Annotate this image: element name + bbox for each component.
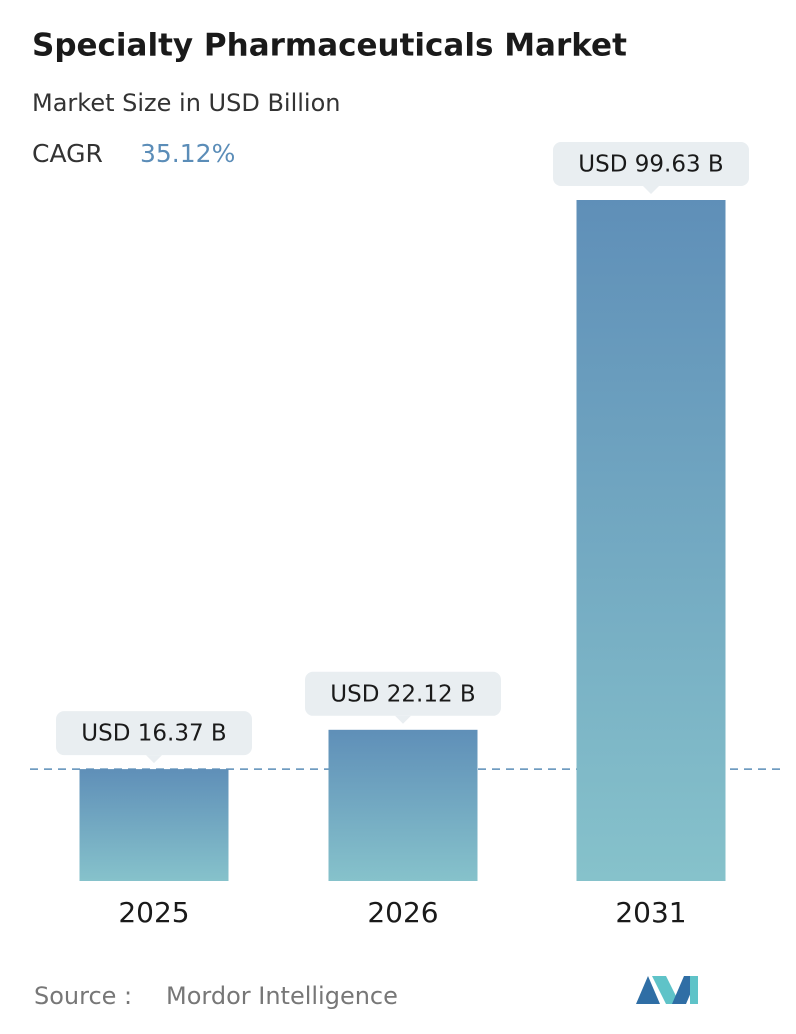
bar [576, 200, 726, 881]
bar [79, 769, 229, 881]
label-pointer [395, 715, 411, 724]
bar [328, 729, 478, 881]
x-tick-label: 2031 [615, 896, 686, 929]
label-box [56, 711, 252, 756]
chart-title: Specialty Pharmaceuticals Market [32, 28, 627, 64]
label-pointer [643, 186, 659, 194]
chart-subtitle: Market Size in USD Billion [32, 89, 340, 117]
cagr-value: 35.12% [140, 139, 235, 168]
label-box [305, 671, 501, 716]
cagr-label: CAGR [32, 139, 103, 168]
label-box [553, 142, 749, 186]
data-label: USD 16.37 B [81, 721, 226, 747]
x-tick-label: 2026 [367, 896, 438, 929]
data-label: USD 99.63 B [578, 152, 723, 178]
label-pointer [146, 755, 162, 764]
source-label: Source : [34, 982, 132, 1010]
x-tick-label: 2025 [118, 896, 189, 929]
logo [636, 976, 698, 1004]
data-label: USD 22.12 B [330, 681, 475, 707]
source: Mordor Intelligence [166, 982, 398, 1010]
